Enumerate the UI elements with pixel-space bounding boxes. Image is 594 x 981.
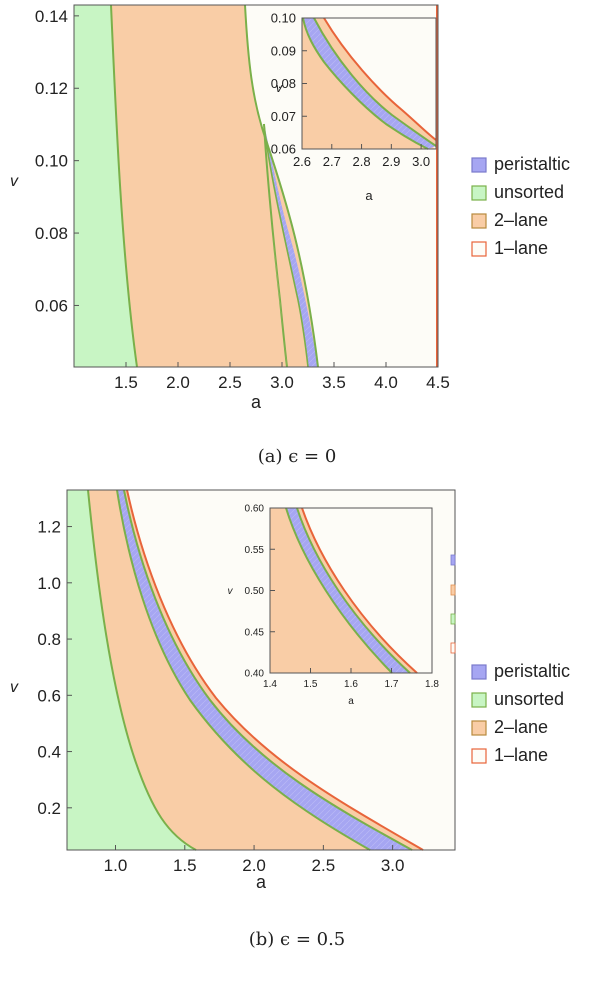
panel-a-legend-label: 1–lane — [494, 238, 548, 258]
panel-a-caption: (a) ϵ = 0 — [258, 446, 337, 467]
panel-a-inset-ytick-label: 0.06 — [271, 142, 296, 157]
panel-b-xtick-label: 2.5 — [312, 856, 336, 875]
panel-a-peristaltic-left-boundary — [263, 123, 309, 368]
panel-b-xtick-label: 1.5 — [173, 856, 197, 875]
panel-a-xtick-label: 2.0 — [166, 373, 190, 392]
panel-b-ytick-label: 0.8 — [37, 630, 61, 649]
panel-b-unsorted-region — [67, 490, 196, 850]
panel-b-inset-xtick-label: 1.7 — [385, 679, 399, 690]
panel-b-xtick-label: 1.0 — [104, 856, 128, 875]
panel-b-inset-ytick-label: 0.60 — [245, 504, 265, 515]
panel-b-two-lane-region — [88, 490, 370, 850]
panel-a-peristaltic-lower-boundary — [263, 123, 288, 368]
panel-a-xtick-label: 2.5 — [218, 373, 242, 392]
panel-a-ylabel: v — [10, 173, 19, 190]
panel-b-xtick-label: 3.0 — [381, 856, 405, 875]
panel-b-legend-label: unsorted — [494, 689, 564, 709]
panel-a-xtick-label: 1.5 — [114, 373, 138, 392]
panel-b-legend-label: 2–lane — [494, 717, 548, 737]
panel-a-unsorted-region — [74, 5, 137, 367]
panel-a-legend-swatch — [471, 185, 487, 201]
panel-a-xtick-label: 4.5 — [426, 373, 450, 392]
panel-a: 1.5 2.0 2.5 3.0 3.5 4.0 4.5 0.06 0.08 0.10 0.12 0.… — [10, 4, 570, 467]
panel-a-inset-xtick-label: 2.9 — [382, 154, 400, 169]
panel-a-legend-label: peristaltic — [494, 154, 570, 174]
panel-b-ytick-label: 0.6 — [37, 686, 61, 705]
panel-b-frame — [66, 489, 456, 851]
panel-b-xtick-label: 2.0 — [242, 856, 266, 875]
panel-b-inset-ytick-label: 0.50 — [245, 586, 265, 597]
panel-b-inset-xtick-label: 1.8 — [425, 679, 439, 690]
panel-a-inset-ytick-label: 0.09 — [271, 43, 296, 58]
panel-a-unsorted-boundary — [110, 4, 138, 368]
panel-a-legend-swatch — [471, 157, 487, 173]
panel-b-edge-markers — [450, 554, 456, 654]
panel-a-xtick-label: 3.0 — [270, 373, 294, 392]
panel-a-legend-swatch — [471, 241, 487, 257]
panel-b-inset-xtick-label: 1.6 — [344, 679, 358, 690]
panel-a-inset-ytick-label: 0.07 — [271, 109, 296, 124]
panel-b-ytick-label: 0.4 — [37, 743, 61, 762]
panel-b: 1.0 1.5 2.0 2.5 3.0 0.2 0.4 0.6 0.8 1.0 1.2 a v 1… — [10, 489, 570, 950]
panel-a-inset-xtick-label: 2.8 — [353, 154, 371, 169]
panel-a-inset-xlabel: a — [365, 188, 373, 203]
panel-a-ytick-label: 0.14 — [35, 7, 68, 26]
panel-b-legend: peristaltic unsorted 2–lane 1–lane — [471, 661, 570, 765]
panel-a-legend: peristaltic unsorted 2–lane 1–lane — [471, 154, 570, 258]
panel-b-ytick-label: 1.2 — [37, 518, 61, 537]
panel-a-inset-two-lane-left — [302, 18, 436, 149]
panel-b-legend-swatch — [471, 748, 487, 764]
panel-b-inset-ytick-label: 0.45 — [245, 627, 265, 638]
panel-b-inset-xtick-label: 1.4 — [263, 679, 277, 690]
panel-a-xtick-label: 4.0 — [374, 373, 398, 392]
panel-b-legend-label: peristaltic — [494, 661, 570, 681]
panel-b-inset-xtick-label: 1.5 — [304, 679, 318, 690]
panel-b-xlabel: a — [256, 872, 267, 892]
panel-b-legend-swatch — [471, 692, 487, 708]
panel-b-legend-label: 1–lane — [494, 745, 548, 765]
panel-a-legend-swatch — [471, 213, 487, 229]
panel-b-inset-ytick-label: 0.40 — [245, 669, 265, 680]
panel-b-legend-swatch — [471, 720, 487, 736]
panel-a-two-lane-boundary — [244, 4, 319, 368]
panel-b-ytick-label: 1.0 — [37, 574, 61, 593]
panel-a-inset-xtick-label: 2.6 — [293, 154, 311, 169]
panel-b-inset-ylabel: v — [228, 586, 234, 597]
panel-a-inset-xtick-label: 2.7 — [323, 154, 341, 169]
panel-b-inset-xlabel: a — [348, 696, 354, 707]
panel-a-xtick-label: 3.5 — [322, 373, 346, 392]
panel-b-one-lane-boundary — [126, 489, 424, 851]
panel-b-ylabel: v — [10, 679, 19, 696]
panel-b-inset-ytick-label: 0.55 — [245, 545, 265, 556]
panel-b-ytick-label: 0.2 — [37, 799, 61, 818]
panel-a-frame — [73, 4, 439, 368]
panel-a-inset-ylabel: v — [276, 80, 284, 95]
panel-a-legend-label: 2–lane — [494, 210, 548, 230]
panel-b-caption: (b) ϵ = 0.5 — [249, 929, 346, 950]
panel-a-ytick-label: 0.10 — [35, 152, 68, 171]
panel-b-inset: 1.4 1.5 1.6 1.7 1.8 0.40 0.45 0.50 0.55 0.60 a v — [228, 504, 440, 708]
panel-a-inset-ytick-label: 0.08 — [271, 76, 296, 91]
panel-a-inset: 2.6 2.7 2.8 2.9 3.0 0.06 0.07 0.08 0.09 0.10 a v — [271, 11, 437, 203]
panel-a-ytick-label: 0.12 — [35, 79, 68, 98]
panel-a-legend-label: unsorted — [494, 182, 564, 202]
panel-a-two-lane-region — [111, 5, 318, 367]
panel-b-legend-swatch — [471, 664, 487, 680]
panel-a-inset-xtick-label: 3.0 — [412, 154, 430, 169]
panel-a-ytick-label: 0.06 — [35, 296, 68, 315]
panel-a-ytick-label: 0.08 — [35, 224, 68, 243]
panel-a-xlabel: a — [251, 392, 262, 412]
panel-a-inset-ytick-label: 0.10 — [271, 11, 296, 26]
